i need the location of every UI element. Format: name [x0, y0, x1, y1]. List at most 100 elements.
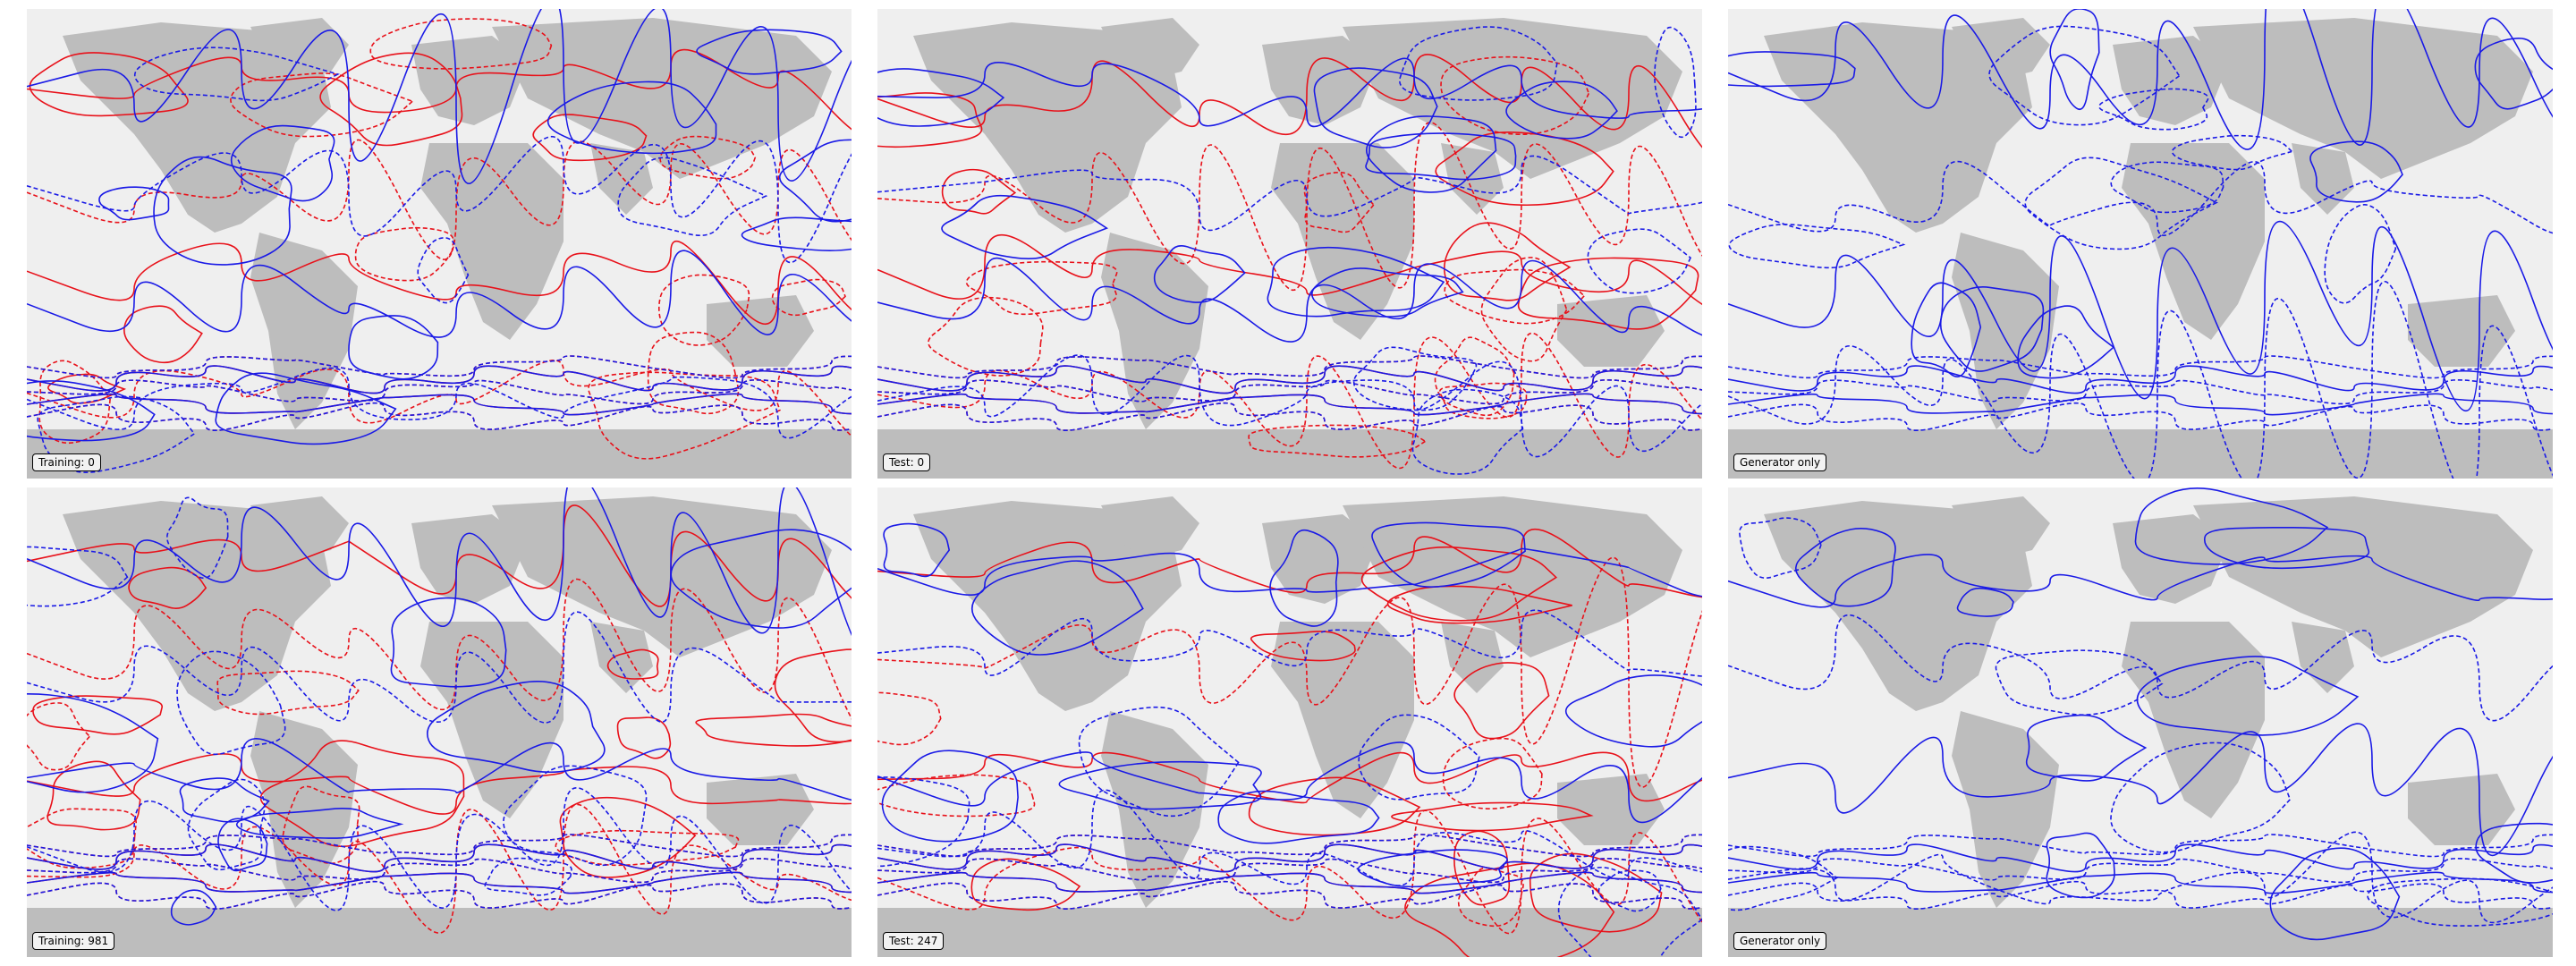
red-contour-line: [1444, 268, 1586, 325]
red-contour-line: [877, 332, 1702, 470]
red-contour-line: [27, 578, 852, 720]
red-contour-line: [970, 858, 1081, 911]
red-contour-line: [1444, 222, 1572, 301]
land-mass: [420, 143, 564, 340]
land-mass: [2408, 774, 2515, 845]
blue-contour-line: [877, 871, 1702, 894]
blue-contour-line: [2098, 88, 2209, 131]
red-contour-line: [877, 691, 942, 746]
panel-label: Training: 981: [32, 932, 115, 950]
blue-contour-line: [1728, 355, 2553, 379]
blue-contour-line: [1411, 388, 1524, 475]
blue-contour-line: [417, 237, 470, 304]
blue-contour-line: [877, 880, 1702, 910]
blue-contour-line: [27, 9, 852, 184]
red-contour-line: [774, 648, 852, 743]
red-contour-line: [877, 122, 1702, 292]
blue-contour-line: [27, 136, 852, 264]
land-mass: [2122, 143, 2265, 340]
blue-contour-line: [1728, 614, 2553, 722]
blue-contour-line: [877, 843, 1702, 873]
red-contour-line: [771, 278, 846, 317]
blue-contour-line: [1795, 528, 1896, 607]
red-contour-line: [658, 274, 750, 346]
blue-contour-line: [1728, 834, 2553, 858]
red-contour-line: [128, 566, 208, 609]
blue-contour-line: [2025, 714, 2148, 782]
blue-contour-line: [27, 393, 852, 416]
panel-label: Test: 0: [883, 453, 931, 471]
red-contour-line: [877, 774, 1036, 818]
red-contour-line: [877, 529, 1702, 598]
red-contour-line: [1386, 585, 1572, 624]
blue-contour-line: [2474, 38, 2553, 110]
red-contour-line: [1453, 662, 1550, 740]
blue-contour-line: [1366, 115, 1497, 193]
blue-contour-line: [235, 808, 404, 839]
red-contour-line: [928, 296, 1044, 377]
red-contour-line: [354, 226, 454, 282]
blue-contour-line: [2136, 656, 2360, 736]
red-contour-line: [877, 880, 1702, 910]
blue-contour-line: [877, 257, 1702, 343]
land-mass: [1557, 295, 1665, 367]
land-mass: [1441, 622, 1504, 693]
red-contour-line: [877, 92, 983, 148]
blue-contour-line: [1352, 346, 1478, 411]
red-contour-line: [1480, 257, 1568, 362]
land-mass: [27, 429, 852, 479]
blue-contour-line: [2269, 847, 2401, 941]
blue-contour-line: [1728, 379, 2553, 405]
red-contour-line: [606, 648, 659, 680]
land-mass: [707, 295, 814, 367]
blue-contour-line: [877, 547, 1702, 597]
red-contour-line: [1360, 546, 1558, 622]
contour-map: [877, 18, 1702, 479]
land-mass: [27, 908, 852, 957]
blue-contour-line: [1728, 554, 2553, 608]
land-mass: [1764, 22, 2032, 233]
blue-contour-line: [27, 738, 852, 801]
red-contour-line: [123, 305, 203, 364]
red-contour-line: [27, 48, 852, 131]
land-mass: [1101, 18, 1199, 80]
blue-contour-line: [2203, 526, 2370, 570]
red-contour-line: [659, 135, 757, 180]
land-mass: [2292, 622, 2354, 693]
blue-contour-line: [153, 156, 292, 266]
blue-contour-line: [27, 380, 156, 442]
land-mass: [590, 622, 653, 693]
land-mass: [2408, 295, 2515, 367]
blue-contour-line: [883, 522, 951, 578]
blue-contour-line: [27, 871, 852, 894]
red-contour-line: [319, 52, 463, 147]
blue-contour-line: [877, 741, 1702, 823]
land-mass: [2113, 36, 2229, 125]
red-contour-line: [47, 373, 127, 404]
land-mass: [492, 496, 832, 657]
blue-contour-line: [27, 834, 852, 858]
land-mass: [1271, 622, 1414, 818]
blue-contour-line: [348, 315, 439, 380]
blue-contour-line: [27, 365, 852, 394]
blue-contour-line: [877, 68, 1005, 127]
red-contour-line: [1529, 852, 1663, 933]
panel-label: Generator only: [1733, 453, 1827, 471]
land-mass: [1343, 18, 1682, 179]
blue-contour-line: [877, 155, 1702, 232]
blue-contour-line: [941, 194, 1109, 259]
blue-contour-line: [27, 402, 852, 431]
red-contour-line: [29, 52, 189, 117]
land-mass: [2193, 496, 2533, 657]
red-contour-line: [1303, 171, 1375, 233]
red-contour-line: [1438, 382, 1528, 419]
blue-contour-line: [166, 496, 229, 580]
blue-contour-line: [1939, 286, 2045, 372]
blue-contour-line: [617, 157, 768, 236]
blue-contour-line: [2134, 487, 2329, 565]
blue-contour-line: [877, 57, 1702, 128]
red-contour-line: [1453, 830, 1511, 906]
land-mass: [1101, 496, 1199, 559]
red-contour-line: [27, 808, 137, 869]
